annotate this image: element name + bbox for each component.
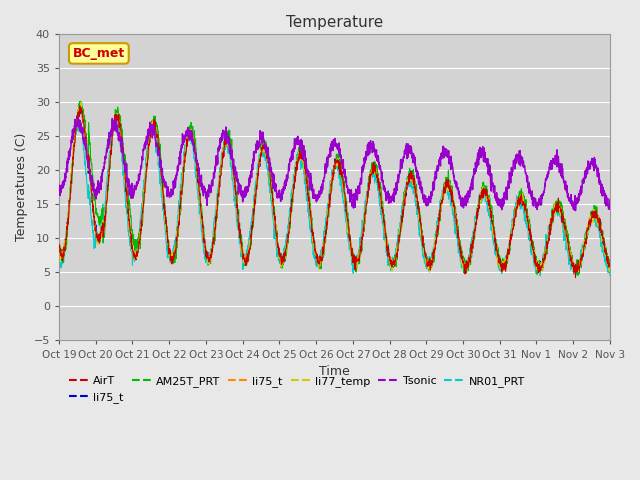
X-axis label: Time: Time — [319, 365, 350, 378]
Text: BC_met: BC_met — [73, 47, 125, 60]
Title: Temperature: Temperature — [286, 15, 383, 30]
Legend: AirT, li75_t, AM25T_PRT, li75_t, li77_temp, Tsonic, NR01_PRT: AirT, li75_t, AM25T_PRT, li75_t, li77_te… — [65, 372, 529, 407]
Y-axis label: Temperatures (C): Temperatures (C) — [15, 133, 28, 241]
